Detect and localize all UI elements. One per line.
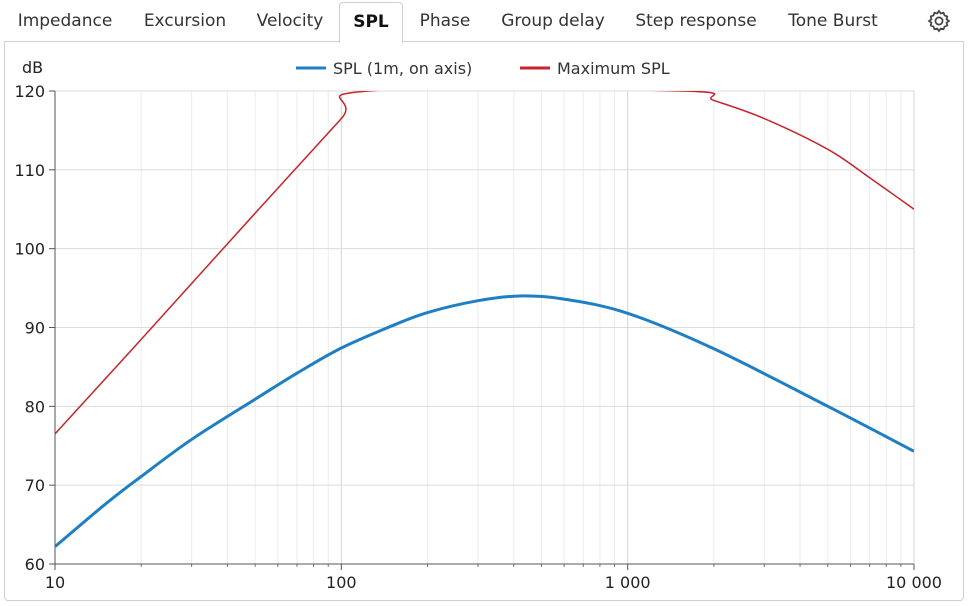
chart-panel — [4, 41, 964, 601]
chart-series — [55, 91, 914, 548]
tab-velocity[interactable]: Velocity — [256, 11, 324, 31]
y-tick-label: 60 — [25, 555, 45, 574]
y-tick-label: 100 — [14, 240, 45, 259]
legend-label: Maximum SPL — [557, 59, 670, 78]
y-axis-label: dB — [22, 58, 43, 77]
y-tick-label: 70 — [25, 476, 45, 495]
chart-axes: 10 100 1 000 10 000 60 70 80 90 100 110 120 — [14, 82, 942, 592]
x-tick-label: 1 000 — [605, 573, 651, 592]
chart-legend: SPL (1m, on axis) Maximum SPL — [296, 59, 670, 78]
tab-group-delay[interactable]: Group delay — [501, 11, 605, 31]
y-tick-label: 110 — [14, 161, 45, 180]
y-tick-label: 90 — [25, 319, 45, 338]
tab-tone-burst[interactable]: Tone Burst — [788, 11, 878, 31]
tab-spl[interactable]: SPL — [339, 2, 403, 43]
tab-excursion[interactable]: Excursion — [143, 11, 227, 31]
gear-icon[interactable] — [926, 8, 952, 34]
chart-grid — [54, 90, 915, 565]
tab-step-response[interactable]: Step response — [635, 11, 757, 31]
y-tick-label: 80 — [25, 397, 45, 416]
series-line-max-spl — [55, 91, 914, 435]
tab-phase[interactable]: Phase — [419, 11, 471, 31]
y-tick-label: 120 — [14, 82, 45, 101]
x-tick-label: 100 — [326, 573, 357, 592]
tab-bar: Impedance Excursion Velocity SPL Phase G… — [0, 0, 968, 43]
x-tick-label: 10 000 — [886, 573, 942, 592]
legend-label: SPL (1m, on axis) — [333, 59, 472, 78]
series-line-spl — [55, 294, 914, 548]
x-tick-label: 10 — [45, 573, 65, 592]
tab-impedance[interactable]: Impedance — [17, 11, 113, 31]
